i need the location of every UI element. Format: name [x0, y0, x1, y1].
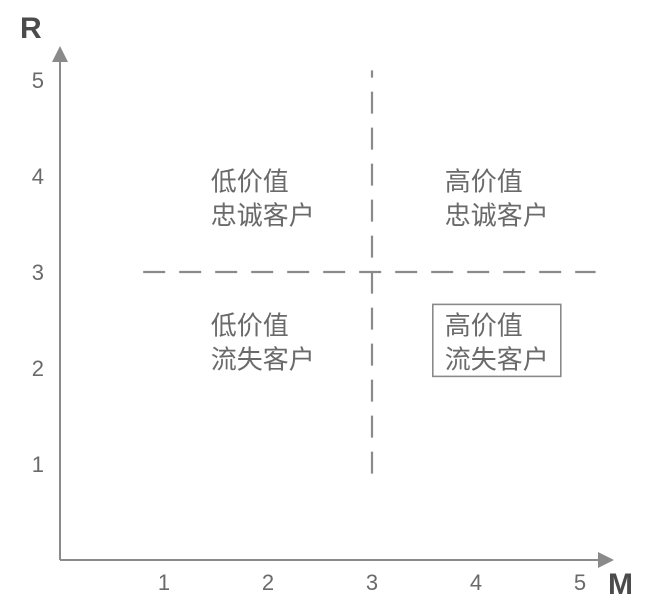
y-axis-arrow-icon [52, 46, 68, 62]
quadrant-label-line1: 高价值 [445, 310, 523, 340]
x-axis-arrow-icon [598, 552, 614, 568]
quadrant-top_left: 低价值忠诚客户 [211, 166, 315, 230]
quadrant-label-line2: 流失客户 [211, 344, 315, 374]
y-tick-label: 1 [32, 452, 44, 477]
x-tick-label: 4 [470, 570, 482, 595]
quadrant-label-line1: 低价值 [211, 310, 289, 340]
y-tick-label: 2 [32, 356, 44, 381]
y-tick-label: 5 [32, 68, 44, 93]
x-tick-label: 2 [262, 570, 274, 595]
quadrant-chart: RM1234512345低价值忠诚客户高价值忠诚客户低价值流失客户高价值流失客户 [0, 0, 649, 610]
quadrant-bottom_left: 低价值流失客户 [211, 310, 315, 374]
x-axis-label: M [608, 568, 633, 601]
quadrant-label-line1: 低价值 [211, 166, 289, 196]
x-tick-label: 1 [158, 570, 170, 595]
quadrant-label-line2: 流失客户 [445, 344, 549, 374]
y-tick-label: 3 [32, 260, 44, 285]
quadrant-top_right: 高价值忠诚客户 [445, 166, 549, 230]
quadrant-bottom_right: 高价值流失客户 [433, 304, 561, 376]
quadrant-label-line2: 忠诚客户 [445, 200, 549, 230]
y-tick-label: 4 [32, 164, 44, 189]
y-axis-label: R [20, 12, 42, 45]
x-tick-label: 3 [366, 570, 378, 595]
quadrant-label-line1: 高价值 [445, 166, 523, 196]
x-tick-label: 5 [574, 570, 586, 595]
quadrant-label-line2: 忠诚客户 [211, 200, 315, 230]
